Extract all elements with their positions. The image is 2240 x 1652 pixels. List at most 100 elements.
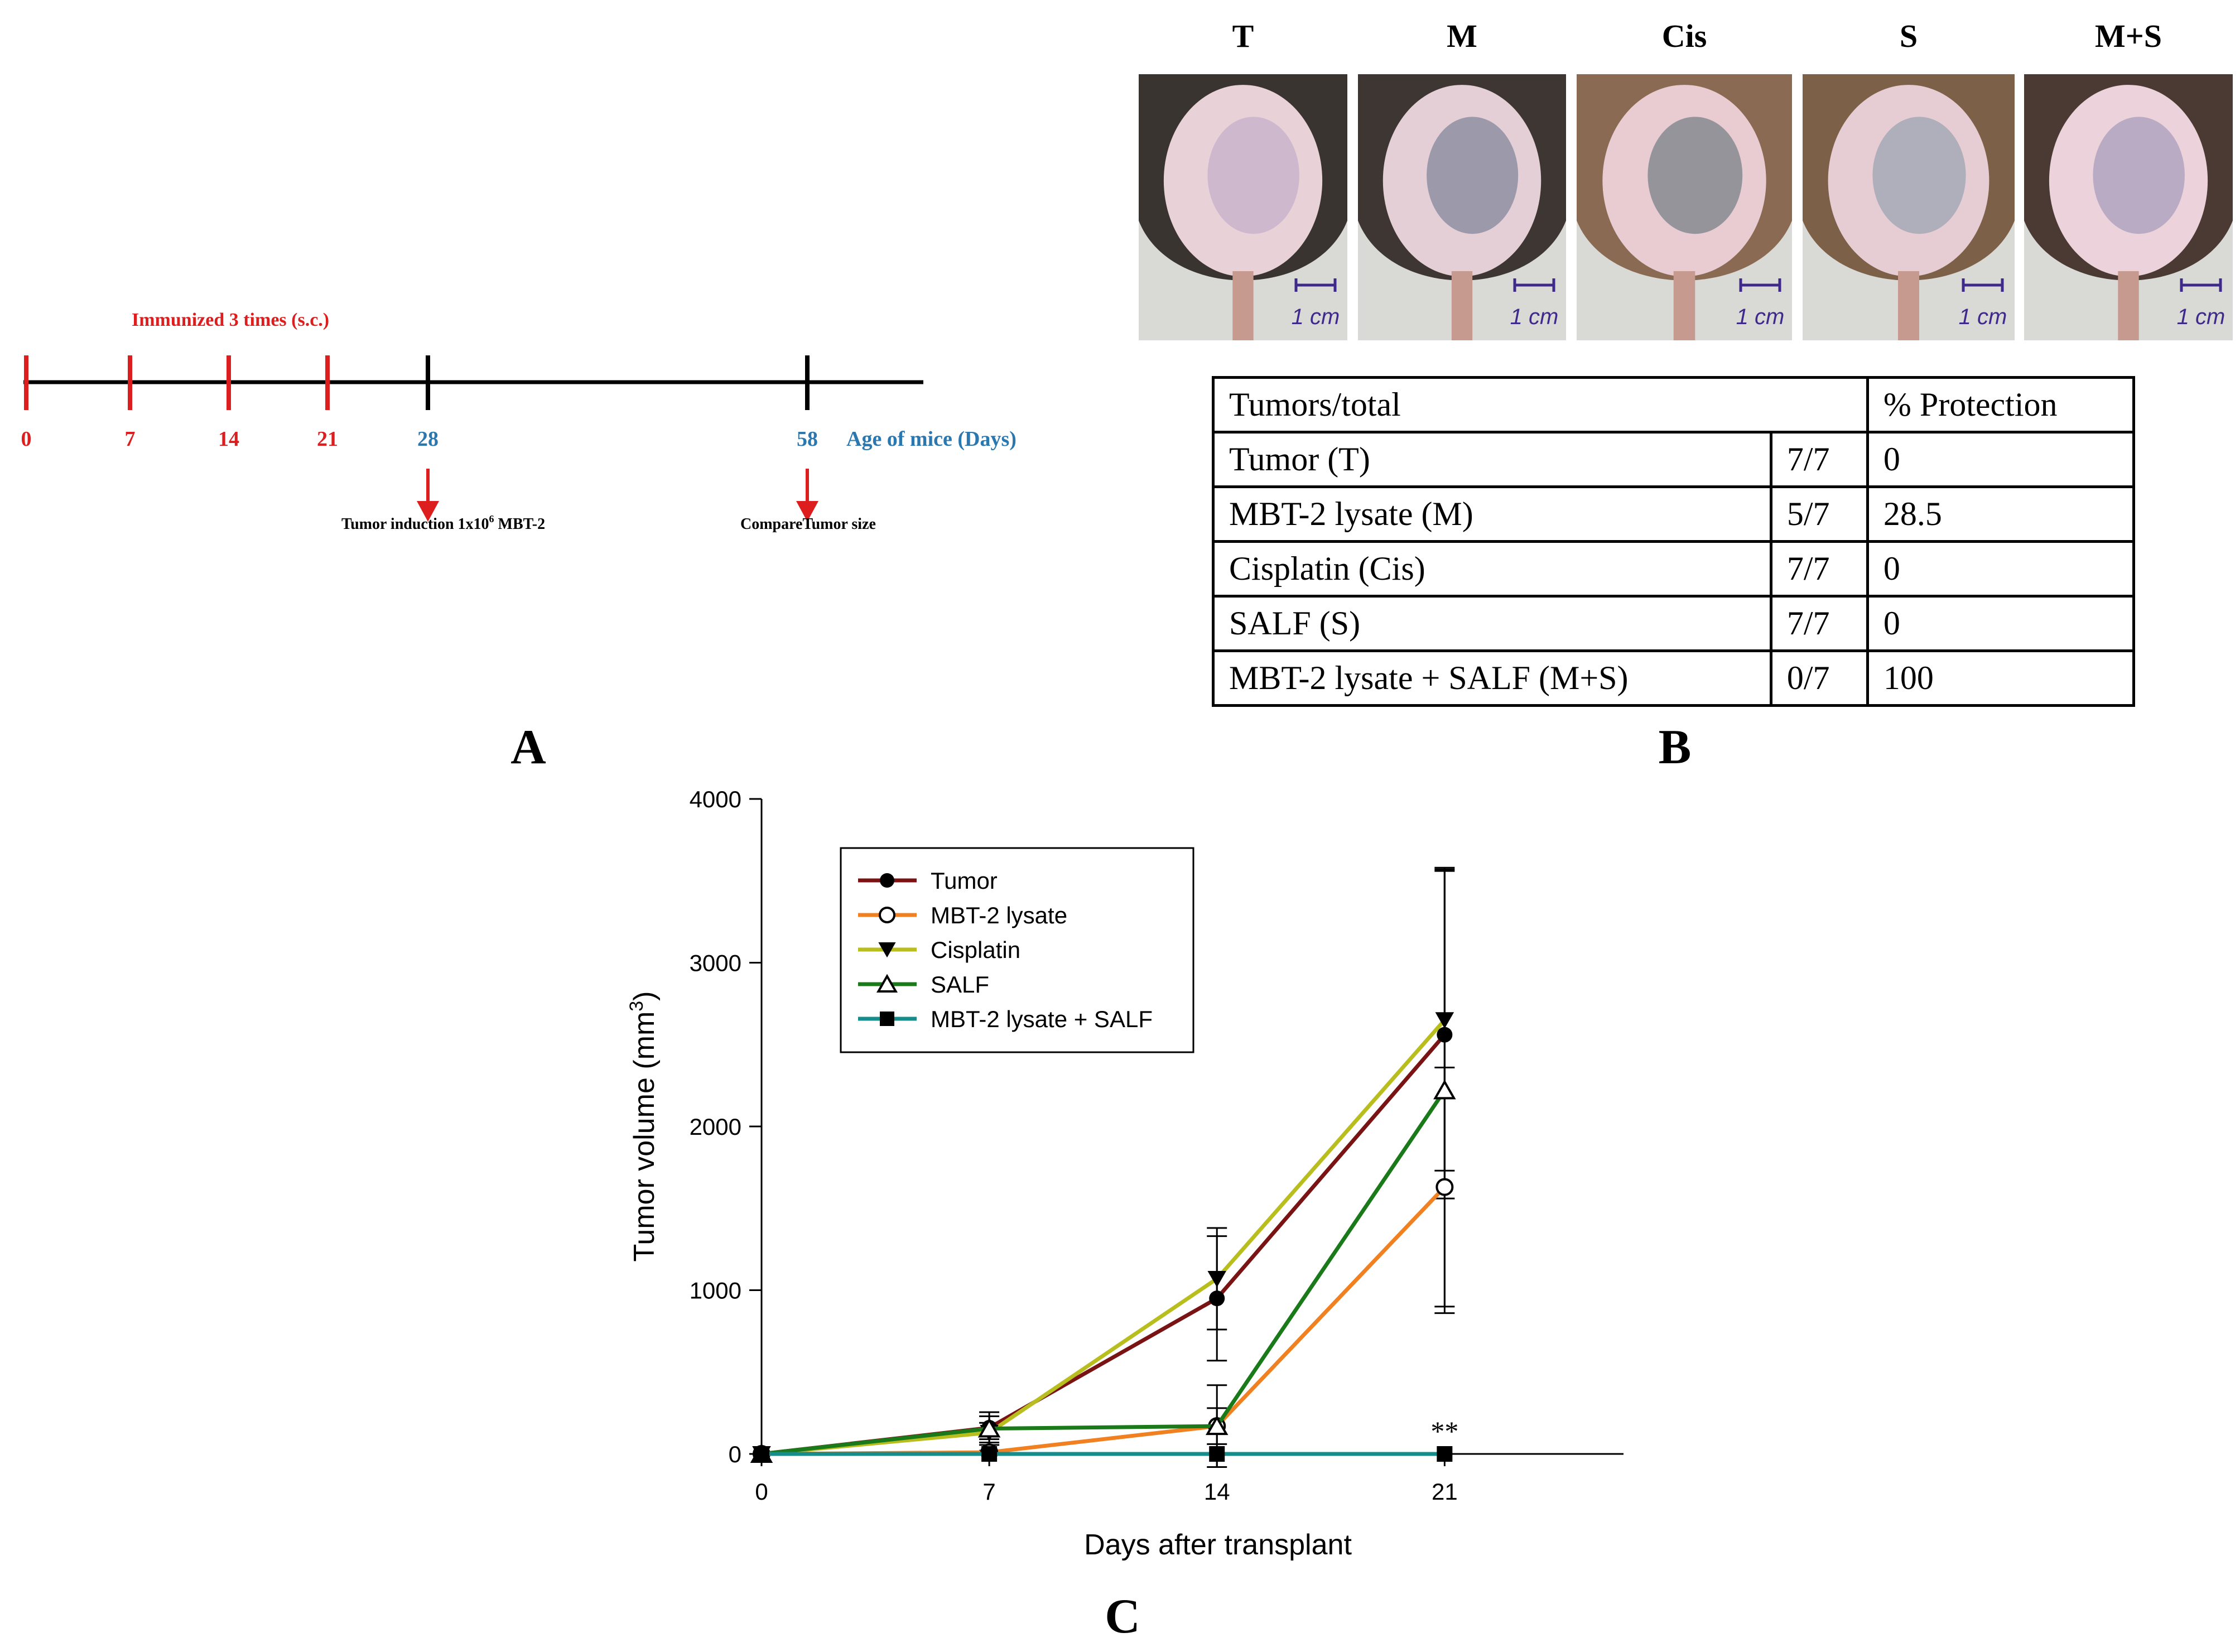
scale-label: 1 cm (1510, 305, 1559, 329)
mouse-tail (2118, 271, 2139, 340)
tumor-volume-chart: 0 1000 2000 3000 4000 0 7 14 21 Days after transp… (626, 786, 1624, 1561)
mouse-photo: 1 cm (1139, 74, 1347, 340)
tumor-region (1427, 117, 1519, 234)
red-arrow-head (417, 501, 439, 522)
ratio-cell: 5/7 (1769, 485, 1869, 543)
data-point (1205, 1415, 1229, 1436)
data-point (981, 1446, 998, 1462)
table-row: Tumor (T) 7/7 0 (1212, 431, 2136, 488)
data-point (879, 907, 895, 923)
mouse-photo: 1 cm (1803, 74, 2015, 340)
series-cisplatin (752, 1012, 1454, 1463)
data-point (1207, 1270, 1227, 1288)
table-row: Cisplatin (Cis) 7/7 0 (1212, 540, 2136, 598)
legend-label: MBT-2 lysate + SALF (931, 1006, 1153, 1032)
tumor-region (2093, 117, 2185, 234)
mouse-photos: T 1 cm M 1 cm Cis 1 cm S 1 cm M+S 1 cm (1139, 18, 2233, 340)
series-line (761, 1186, 1446, 1456)
data-point (1437, 1446, 1453, 1462)
data-point (1209, 1290, 1225, 1307)
protection-cell: 0 (1866, 540, 2136, 598)
group-cell: MBT-2 lysate + SALF (M+S) (1212, 649, 1772, 707)
x-tick-label: 7 (982, 1478, 995, 1505)
data-point (754, 1446, 769, 1462)
panel-label-a: A (510, 720, 546, 774)
timeline-axis-label: Age of mice (Days) (846, 427, 1017, 451)
red-arrow-head (796, 501, 818, 522)
chart-legend: Tumor MBT-2 lysate Cisplatin SALF MBT-2 lysa… (840, 847, 1194, 1053)
scale-label: 1 cm (1736, 305, 1785, 329)
timeline-day-label: 14 (218, 427, 239, 451)
tumor-region (1648, 117, 1743, 234)
series-tumor (754, 1027, 1453, 1462)
compare-tumor-size-label: CompareTumor size (740, 516, 876, 533)
scale-label: 1 cm (1292, 305, 1340, 329)
photo-label: T (1232, 18, 1254, 54)
legend-item: Tumor (858, 868, 998, 894)
photo-label: S (1900, 18, 1918, 54)
protection-cell: 100 (1866, 649, 2136, 707)
legend-item: Cisplatin (858, 937, 1020, 963)
protection-cell: 0 (1866, 595, 2136, 652)
data-point (1437, 1027, 1453, 1043)
data-point (1209, 1446, 1225, 1462)
data-point (880, 873, 894, 888)
scale-label: 1 cm (1959, 305, 2007, 329)
timeline-day-label: 7 (125, 427, 136, 451)
y-axis-label: Tumor volume (mm3) (626, 991, 661, 1261)
timeline-ticks: 0 7 14 21 28 58 (21, 355, 818, 451)
x-axis-label: Days after transplant (1084, 1529, 1352, 1561)
tumor-region (1872, 117, 1966, 234)
group-cell: Tumor (T) (1212, 431, 1772, 488)
mouse-photo: 1 cm (2024, 74, 2233, 340)
table-row: MBT-2 lysate + SALF (M+S) 0/7 100 (1212, 649, 2136, 707)
scale-label: 1 cm (2177, 305, 2225, 329)
header-protection: % Protection (1866, 376, 2136, 434)
tumor-region (1207, 117, 1299, 234)
data-point (977, 1418, 1001, 1438)
table-row: SALF (S) 7/7 0 (1212, 595, 2136, 652)
photo-label: M (1447, 18, 1477, 54)
timeline-day-label: 28 (417, 427, 439, 451)
mouse-tail (1451, 271, 1473, 340)
immunized-label: Immunized 3 times (s.c.) (132, 310, 329, 330)
ratio-cell: 0/7 (1769, 649, 1869, 707)
x-tick-label: 14 (1204, 1478, 1230, 1505)
y-tick-label: 1000 (690, 1278, 741, 1304)
timeline-day-label: 58 (797, 427, 818, 451)
legend-item: SALF (858, 971, 989, 998)
x-tick-label: 0 (755, 1478, 768, 1505)
mouse-tail (1898, 271, 1919, 340)
ratio-cell: 7/7 (1769, 595, 1869, 652)
y-tick-label: 4000 (690, 786, 741, 812)
legend-item: MBT-2 lysate (858, 902, 1067, 928)
group-cell: MBT-2 lysate (M) (1212, 485, 1772, 543)
legend-label: MBT-2 lysate (931, 902, 1067, 928)
table-header-row: Tumors/total % Protection (1212, 376, 2136, 434)
panel-label-b: B (1659, 720, 1692, 774)
data-point (878, 942, 896, 958)
legend-item: MBT-2 lysate + SALF (858, 1006, 1153, 1032)
photo-label: Cis (1662, 18, 1707, 54)
group-cell: SALF (S) (1212, 595, 1772, 652)
mouse-tail (1232, 271, 1254, 340)
series-mbt-2-lysate (753, 1178, 1454, 1463)
series-mbt-2-lysate-salf (754, 1446, 1453, 1462)
legend-label: SALF (931, 971, 989, 998)
timeline-day-label: 0 (21, 427, 32, 451)
table-row: MBT-2 lysate (M) 5/7 28.5 (1212, 485, 2136, 543)
panel-a-timeline: Immunized 3 times (s.c.) 0 7 14 21 28 58 Age … (21, 310, 1017, 533)
mouse-photo: 1 cm (1358, 74, 1566, 340)
timeline-day-label: 21 (317, 427, 338, 451)
data-point (1435, 1012, 1454, 1029)
group-cell: Cisplatin (Cis) (1212, 540, 1772, 598)
photo-label: M+S (2095, 18, 2162, 54)
protection-cell: 28.5 (1866, 485, 2136, 543)
mouse-tail (1673, 271, 1695, 340)
panel-label-c: C (1105, 1590, 1140, 1644)
y-tick-label: 3000 (690, 950, 741, 976)
header-tumors-total: Tumors/total (1212, 376, 1869, 434)
y-tick-label: 2000 (690, 1114, 741, 1140)
